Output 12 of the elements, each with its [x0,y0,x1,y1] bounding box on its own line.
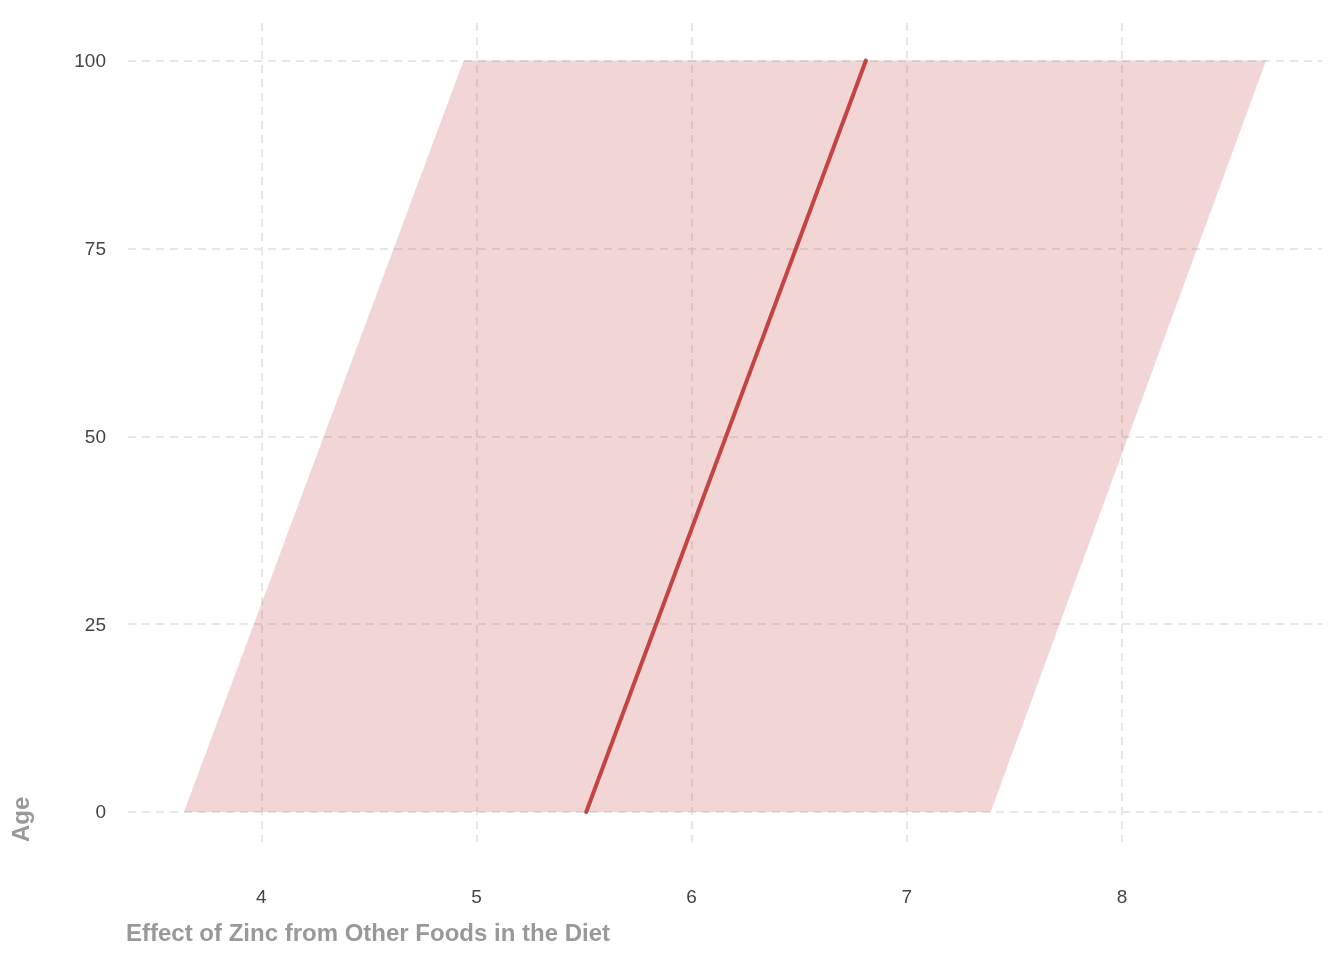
x-axis-title: Effect of Zinc from Other Foods in the Diet [126,918,611,946]
y-tick-label: 50 [84,425,106,447]
y-axis-title: Age [6,796,34,842]
x-tick-label: 5 [471,886,482,907]
x-tick-label: 6 [686,886,697,907]
x-tick-label: 8 [1116,886,1128,907]
x-tick-label: 7 [901,886,913,907]
y-tick-label: 25 [84,613,106,635]
y-tick-label: 100 [74,50,106,72]
y-tick-label: 75 [84,237,106,259]
x-tick-label: 4 [256,886,268,907]
y-tick-label: 0 [95,801,106,823]
